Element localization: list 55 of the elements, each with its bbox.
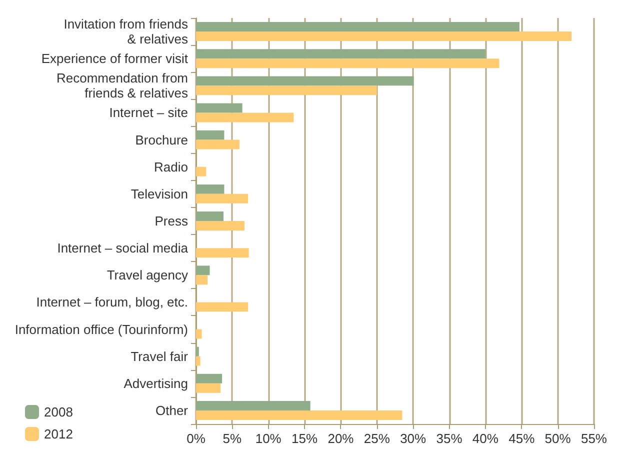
bar xyxy=(196,302,248,312)
y-tick-label: Other xyxy=(155,402,189,418)
bar xyxy=(196,356,200,366)
bar xyxy=(196,329,202,339)
y-tick-label: Travel fair xyxy=(130,348,189,364)
bar xyxy=(196,400,310,410)
bar xyxy=(196,346,199,356)
bar xyxy=(196,275,208,285)
bar xyxy=(196,374,222,384)
y-tick-label: Information office (Tourinform) xyxy=(14,322,188,337)
x-tick-label: 20% xyxy=(328,431,354,446)
x-tick-label: 30% xyxy=(400,431,427,446)
x-tick-label: 10% xyxy=(255,431,282,446)
x-tick-label: 15% xyxy=(292,431,318,446)
x-tick-label: 50% xyxy=(544,431,572,446)
bar xyxy=(196,166,206,176)
x-tick-label: 25% xyxy=(364,431,390,446)
legend-label: 2008 xyxy=(44,404,73,420)
bar xyxy=(196,130,224,140)
y-tick-label: Radio xyxy=(154,159,188,174)
x-tick-label: 40% xyxy=(472,431,499,446)
y-tick-label: Travel agency xyxy=(106,268,188,283)
x-tick-label: 5% xyxy=(222,431,242,446)
bar xyxy=(196,86,377,96)
bar xyxy=(196,410,402,420)
y-tick-label: Television xyxy=(130,186,188,202)
legend-label: 2012 xyxy=(44,426,73,442)
bar xyxy=(196,266,210,276)
bar xyxy=(196,58,500,68)
bar xyxy=(196,248,249,258)
bar xyxy=(196,212,224,221)
y-tick-label: Recommendation from friends & relatives xyxy=(56,70,188,101)
bar xyxy=(196,49,486,59)
y-tick-label: Advertising xyxy=(124,376,188,391)
bar xyxy=(196,184,224,194)
y-tick-label: Internet – forum, blog, etc. xyxy=(36,294,188,310)
bar xyxy=(196,194,248,204)
bar xyxy=(196,103,242,113)
y-tick-label: Brochure xyxy=(135,132,188,148)
bar xyxy=(196,112,294,122)
bar xyxy=(196,76,414,86)
y-tick-label: Internet – site xyxy=(109,105,188,120)
x-tick-label: 0% xyxy=(186,431,206,446)
x-tick-label: 35% xyxy=(436,431,463,446)
bar xyxy=(196,383,221,393)
bar xyxy=(196,221,244,230)
y-tick-label: Invitation from friends & relatives xyxy=(64,16,188,47)
y-tick-label: Press xyxy=(154,214,188,228)
bar xyxy=(196,22,520,32)
y-tick-label: Internet – social media xyxy=(57,240,189,256)
x-tick-label: 45% xyxy=(508,431,536,446)
bar xyxy=(196,140,240,150)
bar xyxy=(196,32,572,42)
x-tick-label: 55% xyxy=(580,431,608,446)
y-tick-label: Experience of former visit xyxy=(41,51,188,66)
